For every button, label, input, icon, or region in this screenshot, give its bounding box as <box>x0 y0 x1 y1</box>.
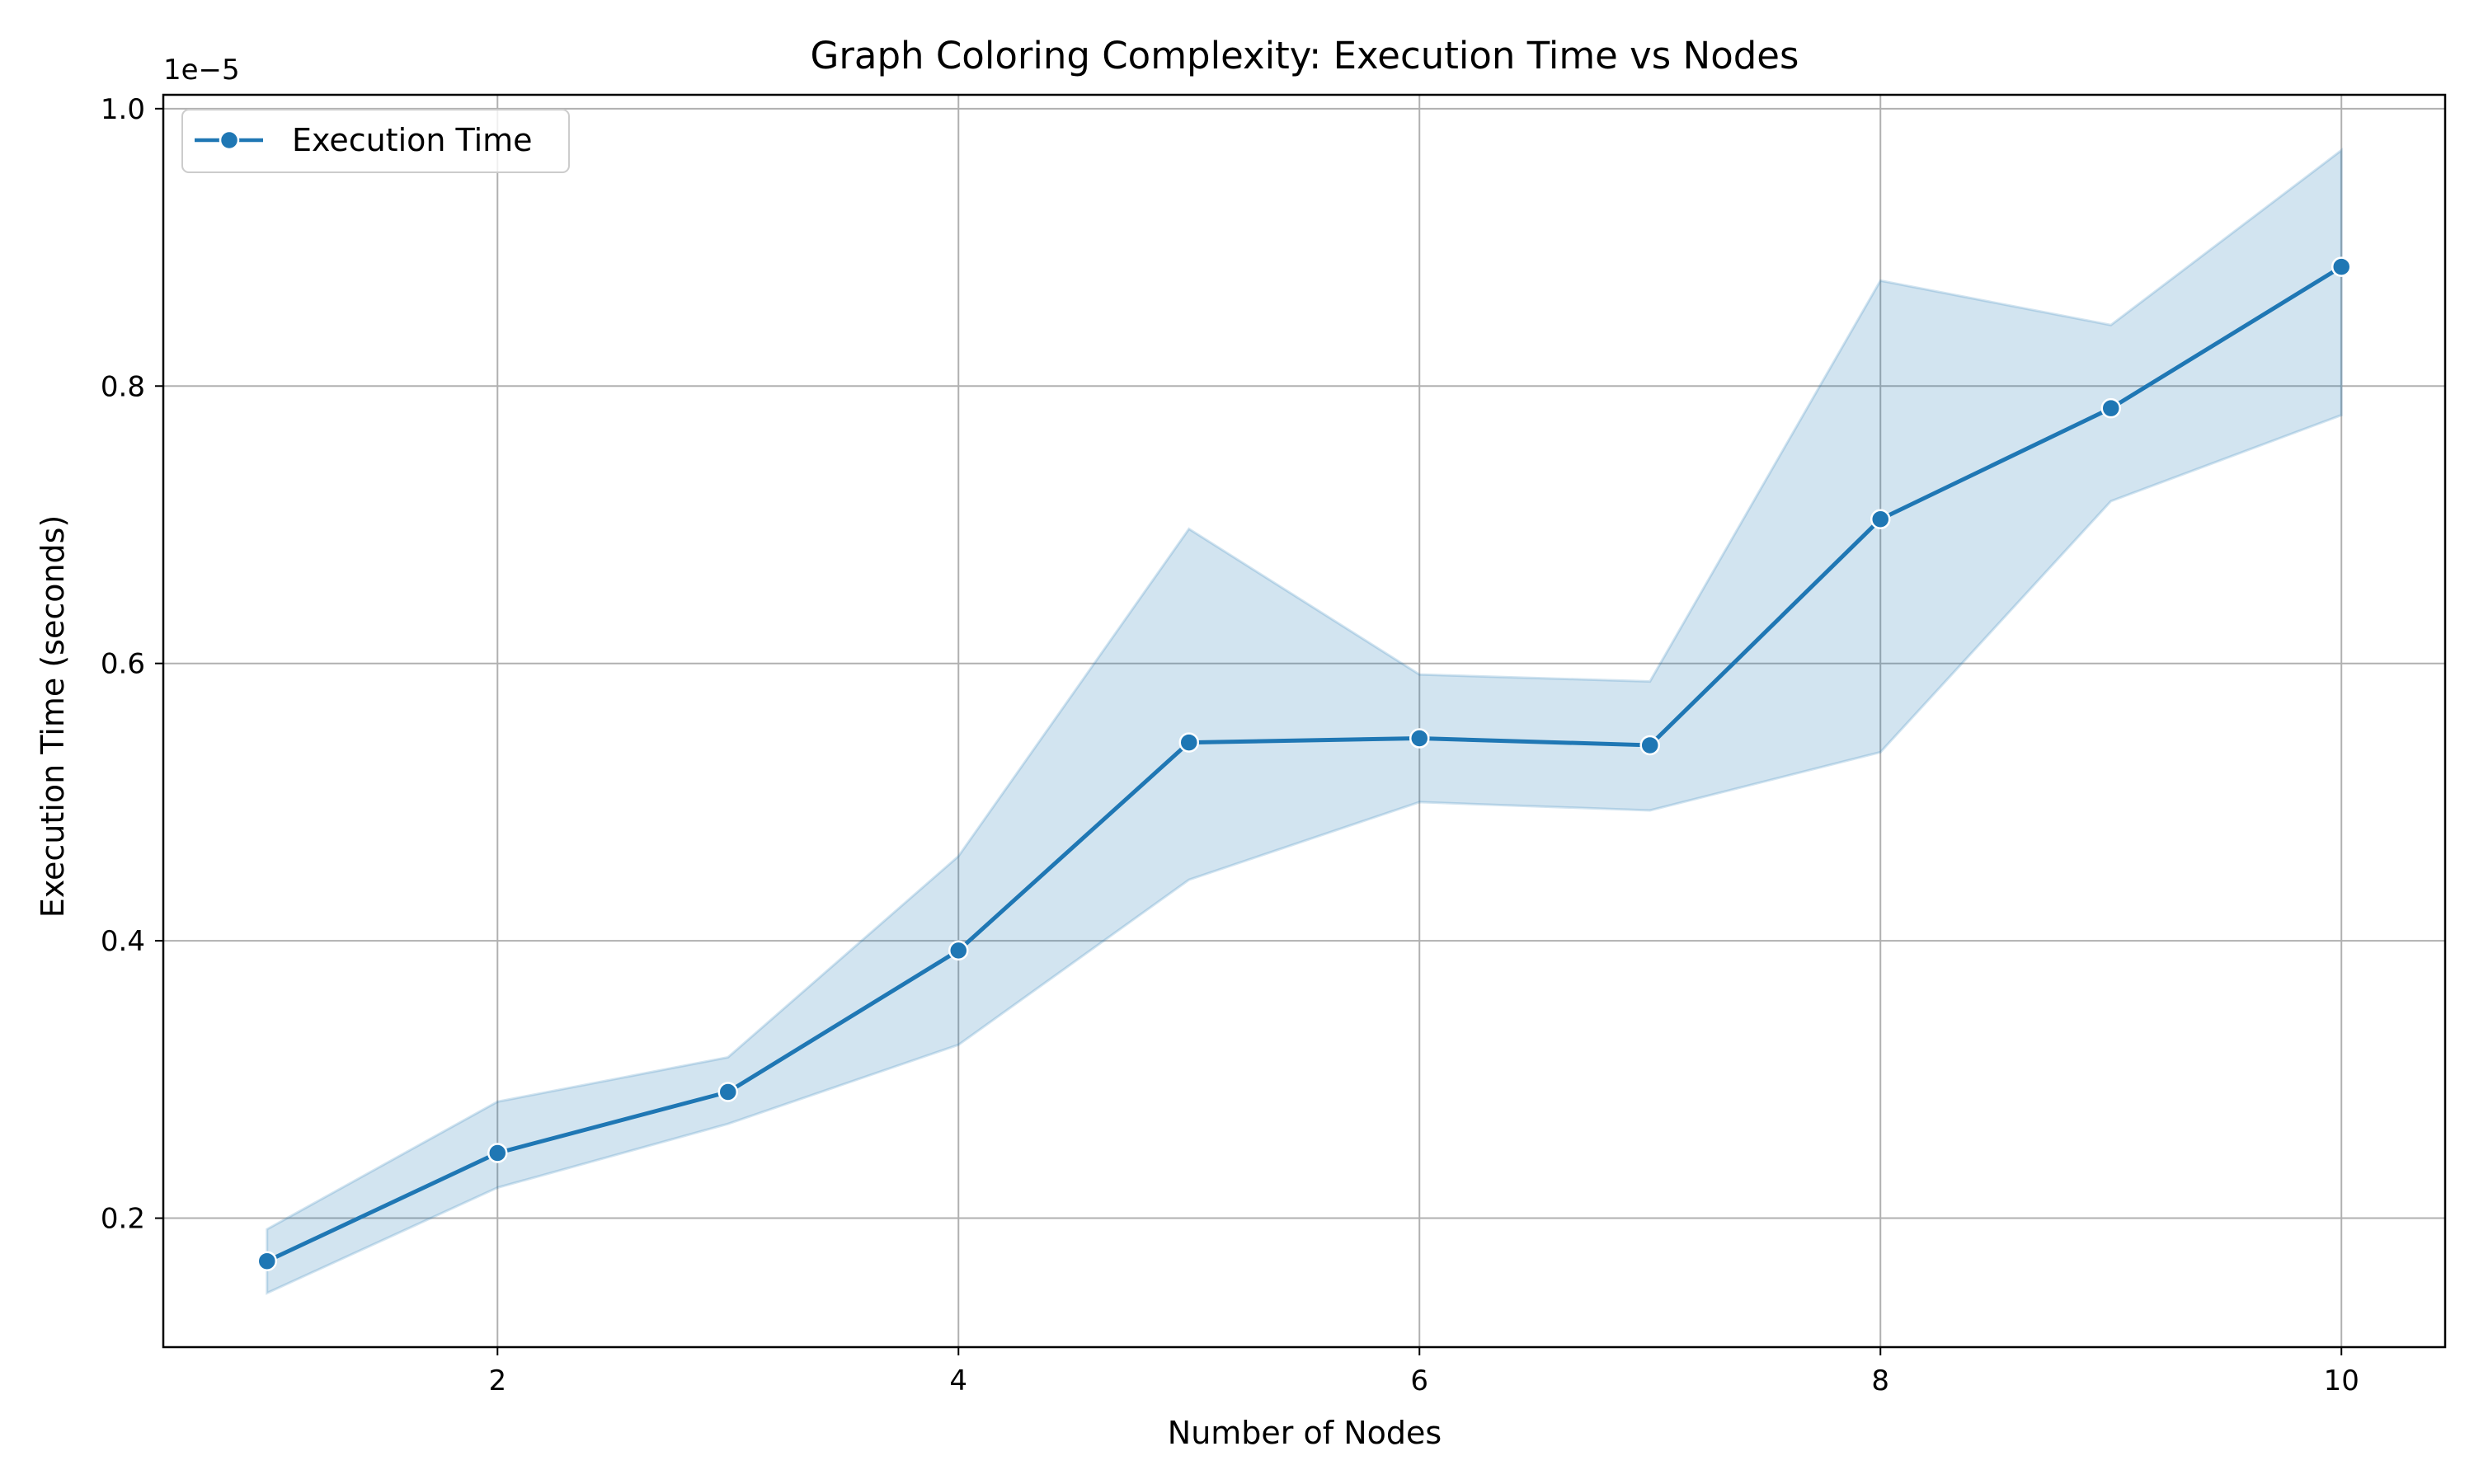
y-tick-label: 0.8 <box>101 370 145 403</box>
data-point <box>717 1082 739 1102</box>
y-axis-label: Execution Time (seconds) <box>35 515 71 918</box>
data-points-layer <box>256 256 2352 1271</box>
y-axis-offset-label: 1e−5 <box>163 54 240 87</box>
legend: Execution Time <box>181 109 570 173</box>
y-axis-ticks: 0.2 0.4 0.6 0.8 1.0 <box>101 93 163 1236</box>
data-point <box>1639 735 1660 756</box>
y-tick-label: 0.2 <box>101 1203 145 1236</box>
x-axis-label: Number of Nodes <box>1168 1415 1442 1451</box>
x-tick-label: 6 <box>1410 1364 1428 1397</box>
data-point <box>1178 732 1200 753</box>
data-point <box>2331 256 2352 277</box>
confidence-band <box>266 148 2343 1295</box>
y-tick-label: 1.0 <box>101 93 145 126</box>
data-point <box>1409 728 1430 749</box>
data-point <box>256 1251 278 1271</box>
data-point <box>1870 509 1891 529</box>
data-point <box>948 940 969 961</box>
x-tick-label: 8 <box>1871 1364 1889 1397</box>
data-point <box>487 1143 508 1163</box>
chart-title: Graph Coloring Complexity: Execution Tim… <box>811 34 1799 77</box>
x-axis-ticks: 2 4 6 8 10 <box>488 1347 2359 1397</box>
x-tick-label: 4 <box>949 1364 967 1397</box>
legend-box <box>181 109 570 173</box>
series-line-execution-time <box>265 265 2344 1264</box>
legend-marker-swatch <box>219 129 240 151</box>
plot-area-frame <box>162 93 2447 1349</box>
grid-lines <box>163 95 2445 1347</box>
series-line-layer <box>265 265 2344 1264</box>
x-tick-label: 10 <box>2324 1364 2359 1397</box>
confidence-band-layer <box>266 148 2343 1295</box>
x-tick-label: 2 <box>488 1364 506 1397</box>
y-tick-label: 0.6 <box>101 648 145 681</box>
data-point <box>2100 397 2121 419</box>
legend-label-execution-time: Execution Time <box>292 122 533 158</box>
y-tick-label: 0.4 <box>101 925 145 958</box>
